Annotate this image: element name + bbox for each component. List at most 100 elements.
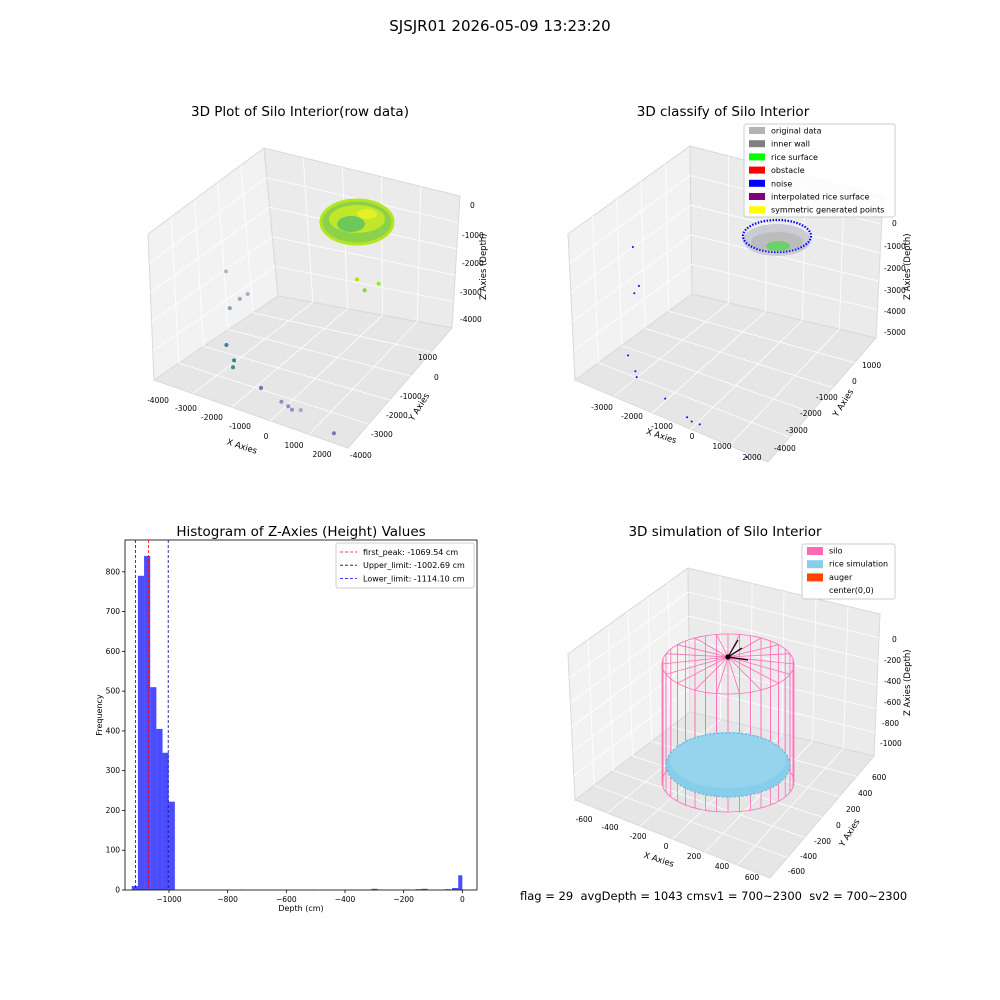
panel-3d-classify: 3D classify of Silo Interior -3000 -2000… <box>567 104 913 463</box>
panel-3d-simulation: 3D simulation of Silo Interior -600 -400… <box>567 524 913 882</box>
noise-point <box>627 354 630 357</box>
legend-swatch <box>749 153 765 161</box>
pane-floor <box>152 295 453 449</box>
y-tick: -4000 <box>774 444 796 453</box>
gridline <box>616 198 623 346</box>
x-tick-labels: -4000 -3000 -2000 -1000 0 1000 2000 <box>147 396 332 459</box>
silo-roof-wire <box>677 644 729 658</box>
gridline <box>150 206 270 293</box>
x-tick: -600 <box>575 815 592 824</box>
x-tick-label: −400 <box>335 895 356 904</box>
data-point <box>245 292 250 296</box>
histogram-bar <box>162 752 169 890</box>
histogram-bar <box>144 555 151 890</box>
data-point <box>362 288 367 293</box>
legend-label: rice simulation <box>829 560 888 569</box>
histogram-bar <box>150 687 157 890</box>
data-point <box>376 281 381 286</box>
legend-swatch <box>749 127 765 134</box>
status-sv1: sv1 = 700~2300 <box>704 889 802 903</box>
y-tick: -2000 <box>386 411 408 420</box>
legend-swatch <box>807 573 823 582</box>
y-axis-label: Y Axies <box>837 817 863 850</box>
legend-label: interpolated rice surface <box>771 193 869 202</box>
legend-swatch <box>749 140 765 148</box>
data-point <box>237 296 242 301</box>
rice-simulation-surface <box>665 732 791 798</box>
z-tick: 0 <box>892 219 897 228</box>
legend-simulation: silo rice simulation auger center(0,0) <box>801 543 896 600</box>
x-tick: 200 <box>687 852 702 861</box>
gridline <box>170 216 180 364</box>
legend-label: noise <box>771 179 792 188</box>
noise-point <box>634 370 637 373</box>
y-tick-label: 300 <box>106 766 121 775</box>
z-tick: -800 <box>882 719 899 728</box>
gridline <box>621 345 812 413</box>
z-tick: -2000 <box>462 259 484 268</box>
silo-roof-wire <box>727 653 791 658</box>
panel-3d-raw-title: 3D Plot of Silo Interior(row data) <box>191 104 409 120</box>
legend-swatch <box>807 560 823 569</box>
y-tick: -3000 <box>371 430 393 439</box>
status-flag: flag = 29 <box>520 889 574 903</box>
noise-point <box>690 420 693 423</box>
legend-label: silo <box>829 547 843 556</box>
gridline <box>381 176 383 316</box>
z-tick-labels: 0 -1000 -2000 -3000 -4000 -5000 <box>884 219 906 337</box>
legend-swatch <box>749 206 765 214</box>
x-tick: 2000 <box>312 450 331 459</box>
gridline <box>178 362 369 425</box>
auger-center-marker <box>725 639 749 661</box>
silo-roof-wire <box>727 656 740 694</box>
gridline <box>194 199 204 347</box>
x-tick-label: −1000 <box>156 895 182 904</box>
x-tick: 0 <box>664 842 669 851</box>
x-tick: -3000 <box>175 404 197 413</box>
x-tick: -1000 <box>651 422 673 431</box>
x-tick: -2000 <box>201 413 223 422</box>
data-point <box>355 277 360 282</box>
gridline <box>203 346 390 401</box>
x-tick-label: −600 <box>276 895 297 904</box>
z-tick: -4000 <box>460 315 482 324</box>
legend-label: obstacle <box>771 166 805 175</box>
gridline <box>645 328 833 388</box>
silo-roof-wire <box>727 644 779 658</box>
y-tick: 1000 <box>418 353 437 362</box>
silo-roof-wire <box>727 656 791 675</box>
y-tick: 400 <box>858 789 873 798</box>
y-tick-label: 0 <box>115 886 120 895</box>
gridline <box>416 186 422 322</box>
y-tick: 0 <box>434 373 439 382</box>
legend-frame <box>335 542 475 589</box>
legend-label: inner wall <box>771 140 810 149</box>
gridline <box>148 177 268 264</box>
legend-label: symmetric generated points <box>771 206 884 215</box>
gridline <box>570 204 692 293</box>
y-tick: -1000 <box>816 393 838 402</box>
panel-histogram: Histogram of Z-Axies (Height) Values −10… <box>95 524 478 913</box>
status-line: flag = 29 avgDepth = 1043 cmsv1 = 700~23… <box>520 889 907 903</box>
x-tick: -2000 <box>621 412 643 421</box>
z-tick: -200 <box>884 656 901 665</box>
z-tick: -1000 <box>880 739 902 748</box>
silo-roof-wire <box>727 656 779 684</box>
histogram-reference-lines <box>135 540 169 890</box>
x-tick: -200 <box>629 832 646 841</box>
silo-roof-wire <box>665 656 729 675</box>
data-point <box>259 386 263 390</box>
z-tick-labels: 0 -200 -400 -600 -800 -1000 <box>880 635 902 748</box>
data-point <box>231 365 235 370</box>
histogram-bars <box>131 555 463 890</box>
histogram-bar <box>458 875 463 890</box>
x-tick: 2000 <box>742 453 761 462</box>
x-tick: -400 <box>601 823 618 832</box>
data-point <box>227 306 232 311</box>
noise-point <box>664 397 667 400</box>
gridline <box>592 216 599 363</box>
y-tick: 1000 <box>862 361 881 370</box>
gridline <box>152 266 276 352</box>
data-point <box>331 431 336 436</box>
y-tick: 0 <box>836 821 841 830</box>
